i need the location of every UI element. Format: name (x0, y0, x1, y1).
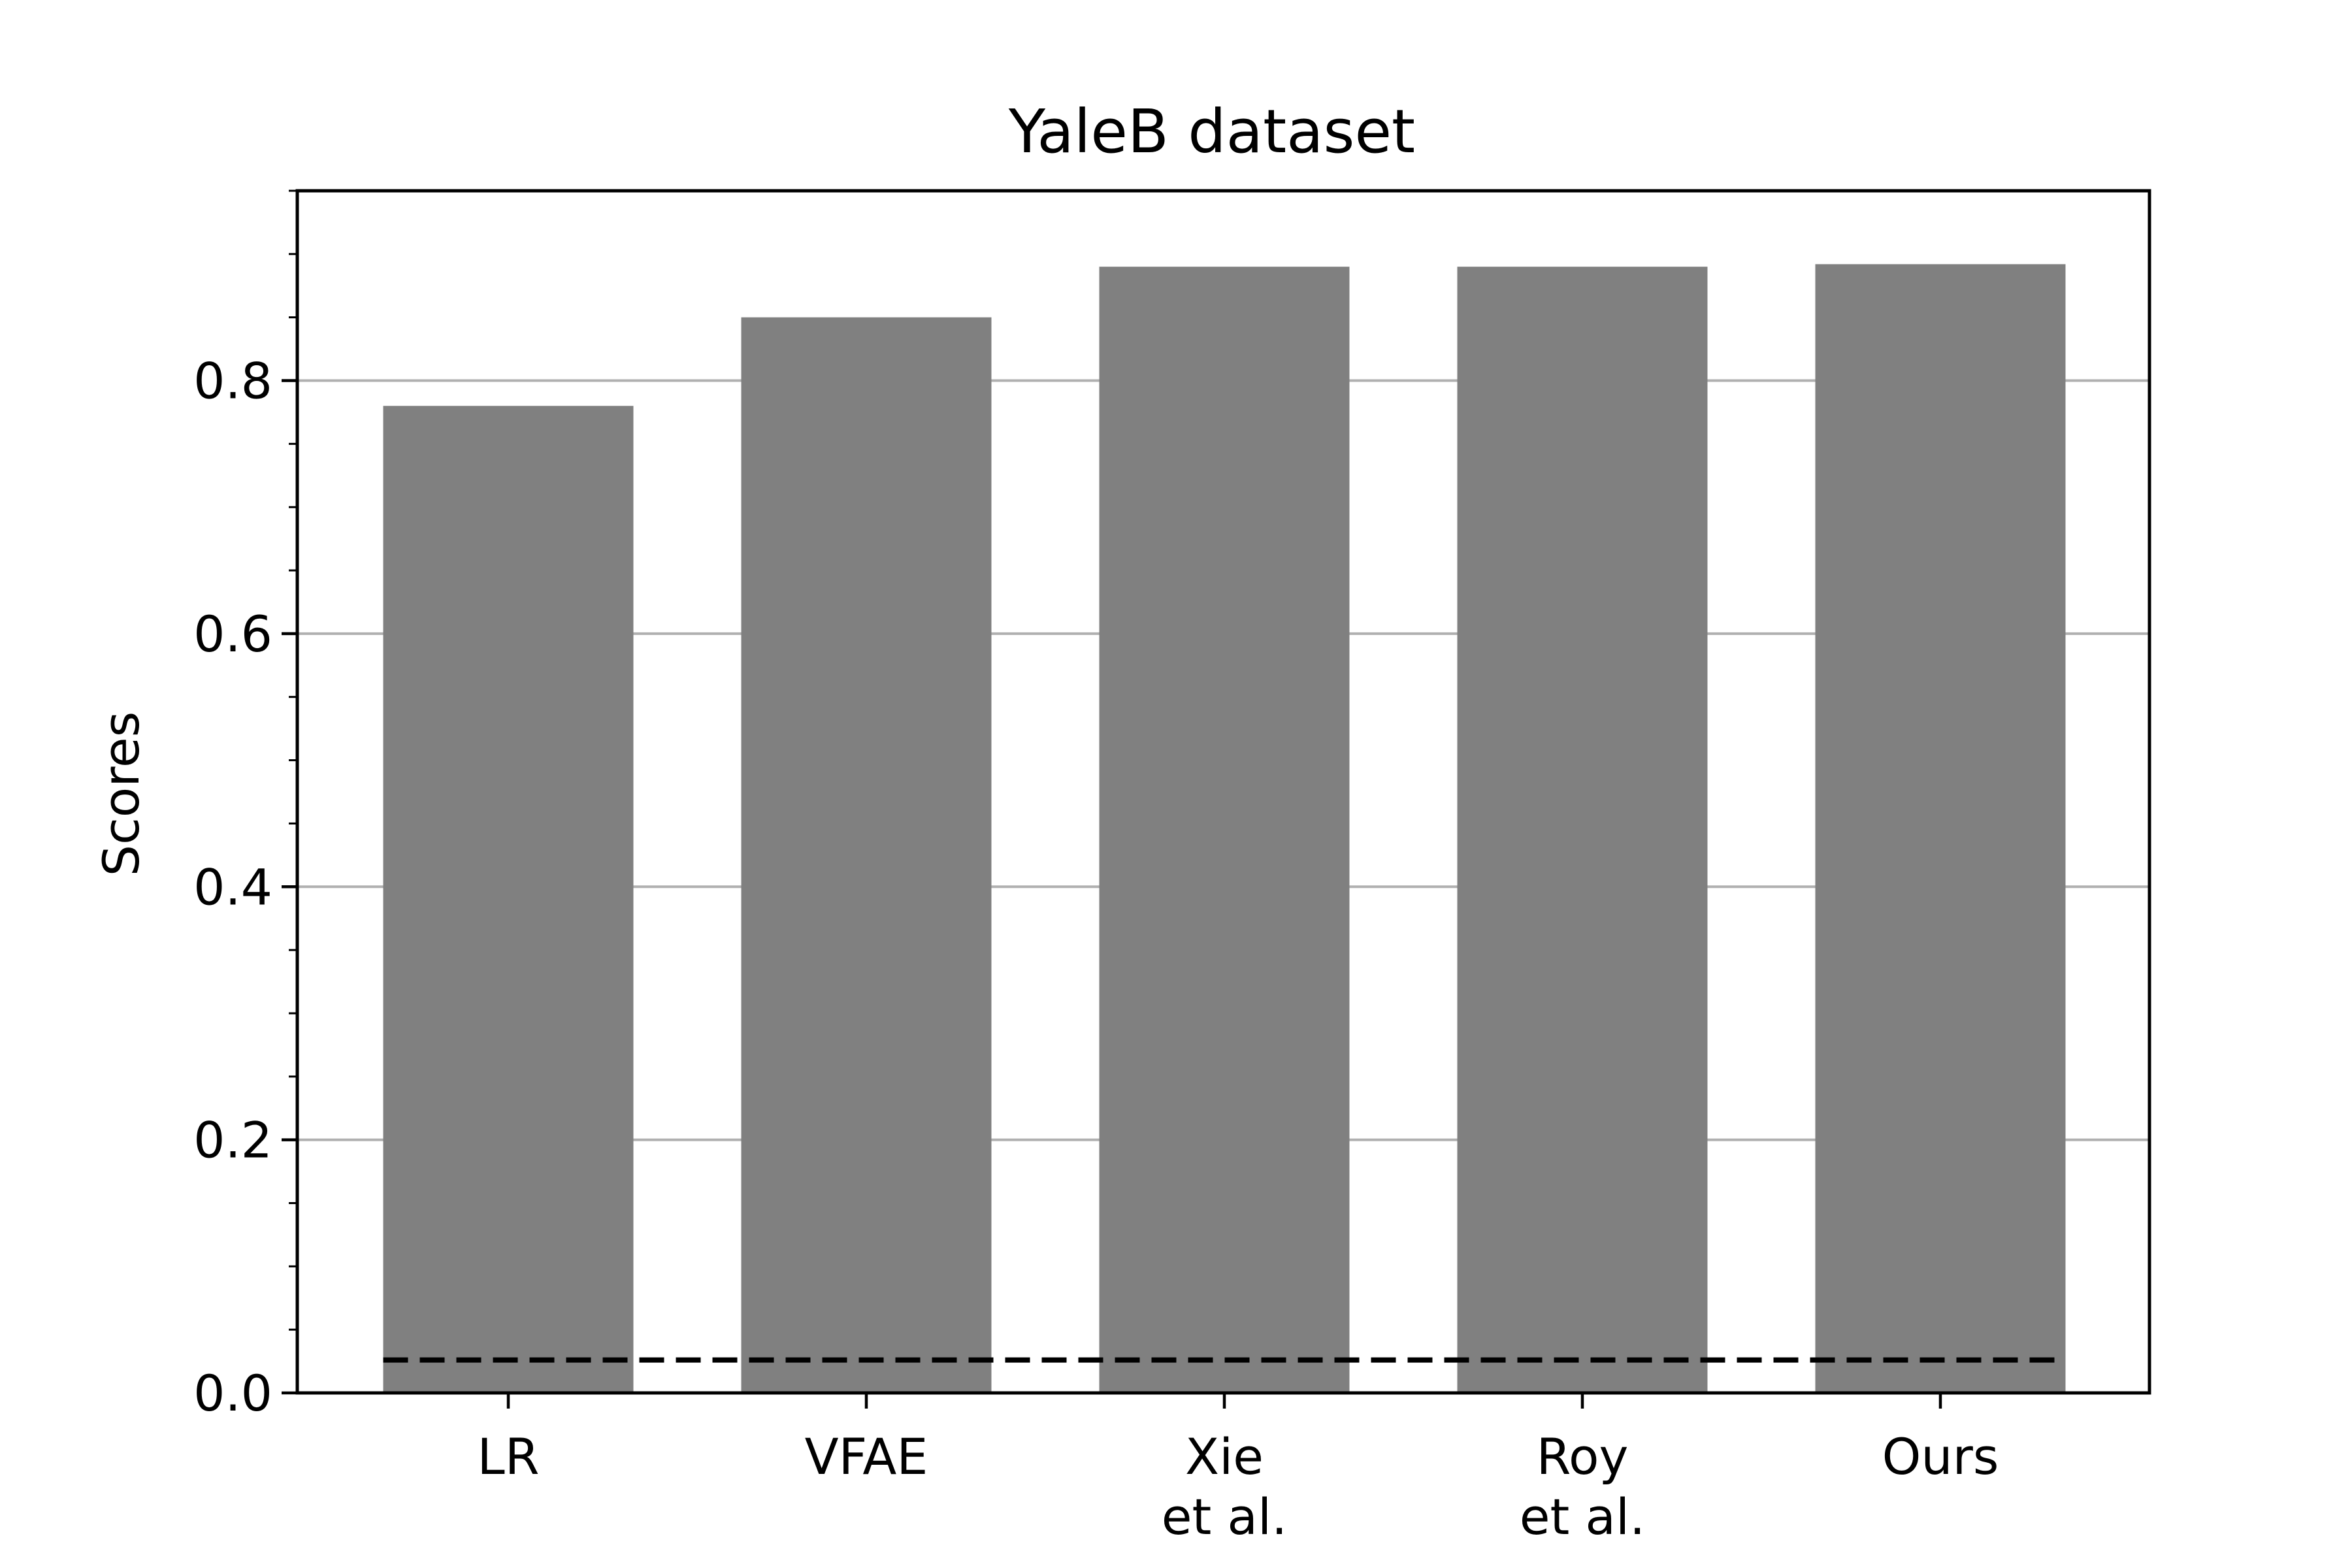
x-tick-label-3-1: et al. (1520, 1488, 1646, 1546)
bar-2 (1099, 267, 1350, 1393)
x-tick-label-2-1: et al. (1162, 1488, 1288, 1546)
y-tick-label-0: 0.0 (193, 1364, 272, 1422)
x-tick-label-3-0: Roy (1537, 1428, 1629, 1486)
bar-4 (1815, 264, 2066, 1393)
bar-1 (741, 317, 992, 1393)
x-tick-label-1-0: VFAE (805, 1428, 928, 1486)
y-tick-label-3: 0.6 (193, 605, 272, 663)
y-tick-label-4: 0.8 (193, 352, 272, 410)
y-axis-label: Scores (92, 711, 150, 876)
y-tick-label-1: 0.2 (193, 1111, 272, 1169)
bar-3 (1457, 267, 1708, 1393)
x-tick-label-2-0: Xie (1185, 1428, 1264, 1486)
bars (383, 264, 2066, 1393)
y-tick-label-2: 0.4 (193, 858, 272, 916)
chart-title: YaleB dataset (1008, 97, 1415, 167)
bar-0 (383, 406, 634, 1393)
x-tick-label-4-0: Ours (1882, 1428, 1999, 1486)
x-tick-label-0-0: LR (477, 1428, 539, 1486)
